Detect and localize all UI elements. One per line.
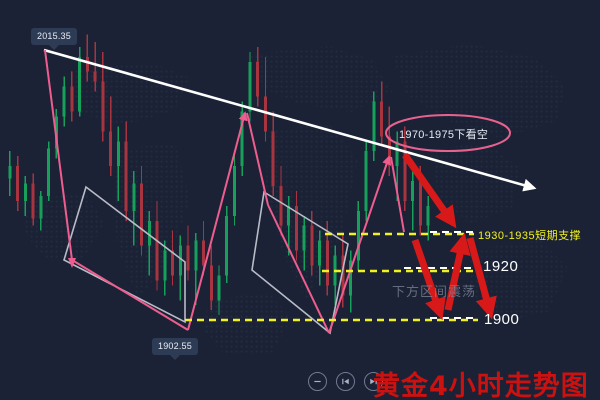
- arrow-down-to-1900-a: [411, 238, 446, 321]
- skip-next-icon: [370, 378, 377, 385]
- range-oscillation-note: 下方区间震荡: [392, 284, 477, 299]
- step-forward-button[interactable]: [364, 372, 383, 391]
- red-projection-arrows: [402, 152, 497, 321]
- descending-trendline: [43, 48, 537, 192]
- pink-down-arrowhead: [68, 258, 76, 268]
- pink-swing-overlay: [44, 49, 405, 334]
- step-back-button[interactable]: [336, 372, 355, 391]
- candlestick-series: [8, 34, 430, 316]
- level-label-1900: 1900: [484, 311, 520, 328]
- arrow-breakdown-diagonal: [402, 152, 457, 229]
- support-levels-white: [404, 231, 478, 319]
- swing-high-tooltip: 2015.35: [31, 28, 77, 50]
- arrow-down-to-1900-b: [466, 237, 497, 320]
- resistance-callout-ellipse: [385, 114, 511, 152]
- level-label-short-term-support: 1930-1935短期支撑: [478, 230, 582, 242]
- second-descending-channel: [251, 190, 349, 335]
- chart-title-watermark: 黄金4小时走势图: [373, 371, 589, 400]
- support-levels: [185, 232, 478, 322]
- first-descending-channel: [63, 185, 186, 324]
- arrow-up-rebound: [444, 232, 471, 311]
- skip-previous-icon: [342, 378, 349, 385]
- minus-icon: [314, 380, 321, 383]
- resistance-callout-label: 1970-1975下看空: [399, 129, 489, 141]
- level-label-1920: 1920: [483, 258, 519, 275]
- zoom-out-button[interactable]: [308, 372, 327, 391]
- playback-toolbar[interactable]: [308, 372, 383, 391]
- swing-low-tooltip: 1902.55: [152, 338, 198, 360]
